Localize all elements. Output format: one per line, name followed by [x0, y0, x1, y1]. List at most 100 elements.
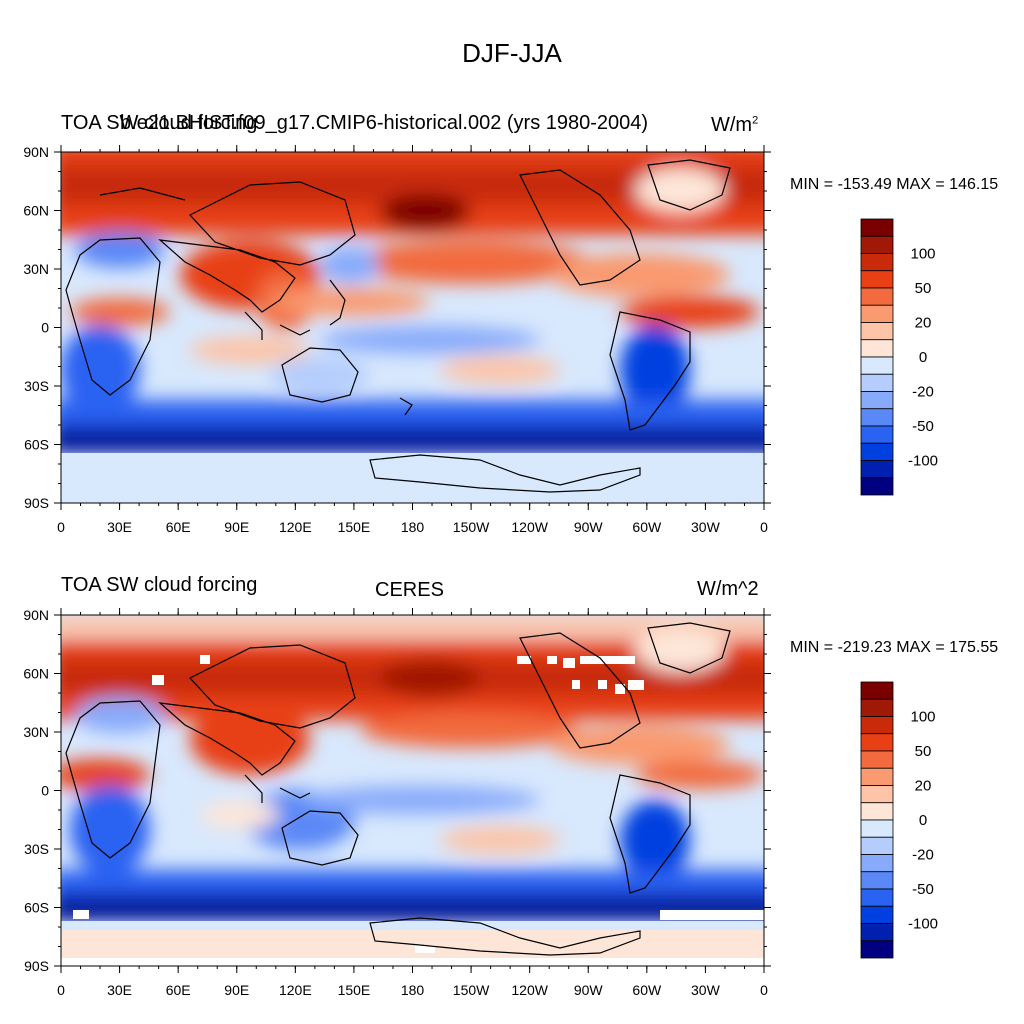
panel-1-left-title: TOA SW cloud forcing: [61, 112, 258, 134]
map-1-lon-label: 90W: [574, 519, 604, 535]
axes-layer: 90N 60N 30N 0 30S 60S 90S 0 30E 60E 90E 120E 150E 180…: [23, 144, 771, 998]
colorbar-1-box: [860, 322, 894, 341]
map-2-field: [61, 615, 764, 966]
colorbar-2-box: [860, 750, 894, 769]
panel-1-units-text: W/m: [711, 114, 753, 136]
colorbar-2-box: [860, 819, 894, 838]
colorbar-1-box: [860, 270, 894, 289]
map-1-lon-label: 90E: [224, 519, 249, 535]
map-2-missing-cells: [73, 655, 764, 953]
map-2-lat-label: 90S: [24, 958, 49, 974]
colorbar-1-label: 20: [915, 315, 932, 332]
colorbar-2-box: [860, 854, 894, 873]
colorbar-2-box: [860, 871, 894, 890]
colorbar-2-label: 50: [915, 743, 932, 760]
map-1-lon-label: 120W: [511, 519, 548, 535]
map-1-lon-label: 30E: [107, 519, 132, 535]
colorbar-1-box: [860, 218, 894, 237]
map-2-lat-label: 0: [41, 783, 49, 799]
map-1-lon-label: 0: [760, 519, 768, 535]
map-2-lon-label: 30E: [107, 982, 132, 998]
colorbar-1-box: [860, 356, 894, 375]
colorbars-layer: 100 50 20 0 -20 -50 -100 100 50 20 0 -20 -50 -100: [860, 218, 938, 959]
colorbar-2-box: [860, 905, 894, 924]
colorbar-1-box: [860, 235, 894, 254]
map-1-lon-label: 0: [57, 519, 65, 535]
map-2-lat-label: 30N: [23, 724, 49, 740]
colorbar-2-box: [860, 733, 894, 752]
panel-1-units-sup: 2: [752, 114, 759, 127]
panel-2-left-title: TOA SW cloud forcing: [61, 574, 258, 596]
map-2-lon-label: 150W: [453, 982, 490, 998]
colorbar-1-box: [860, 425, 894, 444]
map-2-lat-label: 60N: [23, 666, 49, 682]
colorbar-2-box: [860, 888, 894, 907]
colorbar-2-box: [860, 785, 894, 804]
map-2-lon-label: 150E: [338, 982, 371, 998]
map-2-lon-label: 90E: [224, 982, 249, 998]
panel-1-units: W/m2: [711, 114, 758, 137]
map-2-lon-label: 90W: [574, 982, 604, 998]
colorbar-2-box: [860, 716, 894, 735]
map-2-lat-label: 90N: [23, 607, 49, 623]
map-2-lon-label: 60W: [632, 982, 662, 998]
map-1-lat-label: 90S: [24, 495, 49, 511]
colorbar-1-label: 0: [919, 349, 927, 366]
colorbar-2-box: [860, 836, 894, 855]
map-2-lon-label: 60E: [166, 982, 191, 998]
colorbar-2-box: [860, 923, 894, 942]
map-1-lat-label: 30S: [24, 378, 49, 394]
map-2-lat-label: 30S: [24, 841, 49, 857]
map-1-lat-label: 90N: [23, 144, 49, 160]
colorbar-1-box: [860, 460, 894, 479]
colorbar-2-label: 0: [919, 812, 927, 829]
colorbar-1-box: [860, 391, 894, 410]
figure-title: DJF-JJA: [462, 38, 562, 68]
map-1-coastlines: [65, 159, 731, 493]
panel-1-minmax: MIN = -153.49 MAX = 146.15: [790, 176, 999, 193]
map-2-lon-label: 0: [760, 982, 768, 998]
colorbar-1-label: 50: [915, 280, 932, 297]
colorbar-2-label: -20: [912, 847, 934, 864]
map-1-lon-label: 180: [401, 519, 425, 535]
map-1-lon-label: 150E: [338, 519, 371, 535]
colorbar-2-label: -100: [908, 916, 938, 933]
map-1-lon-label: 60W: [632, 519, 662, 535]
colorbar-2-label: 100: [910, 709, 935, 726]
panel-2-center-title: CERES: [375, 579, 444, 601]
map-1-antarctic-region: [61, 462, 764, 503]
map-2-lon-label: 120E: [279, 982, 312, 998]
map-2-lon-label: 120W: [511, 982, 548, 998]
colorbar-1-label: -50: [912, 418, 934, 435]
colorbar-1-box: [860, 253, 894, 272]
colorbar-1-box: [860, 339, 894, 358]
colorbar-1-label: -20: [912, 384, 934, 401]
colorbar-2-box: [860, 698, 894, 717]
map-1-field: [61, 152, 764, 503]
map-1-lon-label: 30W: [691, 519, 721, 535]
colorbar-1-label: -100: [908, 453, 938, 470]
map-2-coastlines: [65, 622, 731, 956]
colorbar-2-box: [860, 681, 894, 700]
panel-2-minmax: MIN = -219.23 MAX = 175.55: [790, 639, 999, 656]
colorbar-1-box: [860, 408, 894, 427]
colorbar-1-box: [860, 373, 894, 392]
map-2-lon-label: 0: [57, 982, 65, 998]
colorbar-1-box: [860, 477, 894, 496]
colorbar-1-label: 100: [910, 246, 935, 263]
map-1-lat-label: 30N: [23, 261, 49, 277]
map-2-contours: [61, 615, 764, 921]
colorbar-2-box: [860, 767, 894, 786]
map-1-lat-label: 60S: [24, 437, 49, 453]
map-2-lon-label: 30W: [691, 982, 721, 998]
map-1-lon-label: 60E: [166, 519, 191, 535]
map-1-lon-label: 150W: [453, 519, 490, 535]
map-2-lat-label: 60S: [24, 900, 49, 916]
map-1-lon-label: 120E: [279, 519, 312, 535]
colorbar-2-box: [860, 940, 894, 959]
colorbar-1-box: [860, 442, 894, 461]
colorbar-2-label: -50: [912, 881, 934, 898]
panel-2-units: W/m^2: [697, 578, 759, 600]
colorbar-1-box: [860, 287, 894, 306]
